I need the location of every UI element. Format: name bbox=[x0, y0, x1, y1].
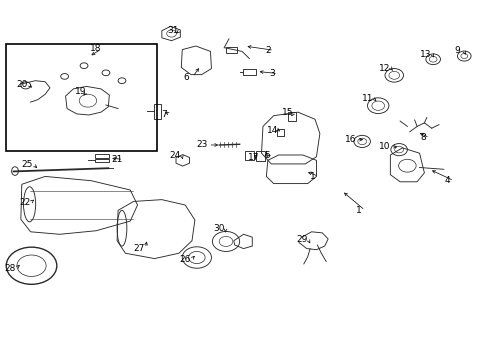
Text: 14: 14 bbox=[266, 126, 278, 135]
Text: 11: 11 bbox=[361, 94, 372, 103]
Bar bbox=[287, 112, 295, 121]
Text: 16: 16 bbox=[344, 135, 356, 144]
Text: 28: 28 bbox=[4, 264, 16, 273]
Text: 1: 1 bbox=[309, 172, 315, 181]
Text: 1: 1 bbox=[355, 206, 361, 215]
Bar bbox=[256, 152, 264, 161]
Text: 17: 17 bbox=[247, 153, 259, 162]
Text: 27: 27 bbox=[133, 244, 144, 253]
Text: 25: 25 bbox=[21, 160, 33, 169]
Text: 30: 30 bbox=[213, 224, 224, 233]
Bar bbox=[245, 151, 254, 160]
Bar bbox=[153, 104, 161, 118]
Text: 15: 15 bbox=[281, 108, 292, 117]
Text: 4: 4 bbox=[444, 176, 449, 185]
Text: 18: 18 bbox=[89, 44, 101, 53]
Text: 12: 12 bbox=[378, 64, 389, 73]
Bar bbox=[225, 47, 236, 53]
Text: 20: 20 bbox=[17, 80, 28, 89]
Bar bbox=[95, 158, 109, 162]
Text: 13: 13 bbox=[419, 50, 431, 59]
Bar bbox=[243, 68, 255, 75]
Text: 3: 3 bbox=[268, 69, 274, 78]
Text: 9: 9 bbox=[454, 46, 459, 55]
Text: 29: 29 bbox=[296, 235, 307, 244]
Text: 5: 5 bbox=[264, 151, 269, 160]
Text: 24: 24 bbox=[169, 151, 181, 160]
Text: 26: 26 bbox=[179, 255, 190, 264]
Text: 22: 22 bbox=[19, 198, 30, 207]
Bar bbox=[95, 154, 109, 158]
Text: 6: 6 bbox=[183, 73, 189, 82]
Text: 21: 21 bbox=[111, 155, 122, 164]
Text: 10: 10 bbox=[378, 142, 389, 151]
Text: 8: 8 bbox=[420, 133, 426, 142]
Text: 23: 23 bbox=[196, 140, 207, 149]
Text: 2: 2 bbox=[264, 46, 270, 55]
Text: 31: 31 bbox=[167, 26, 179, 35]
Bar bbox=[6, 44, 157, 152]
Bar bbox=[276, 129, 284, 136]
Text: 7: 7 bbox=[161, 110, 166, 119]
Text: 19: 19 bbox=[75, 87, 86, 96]
